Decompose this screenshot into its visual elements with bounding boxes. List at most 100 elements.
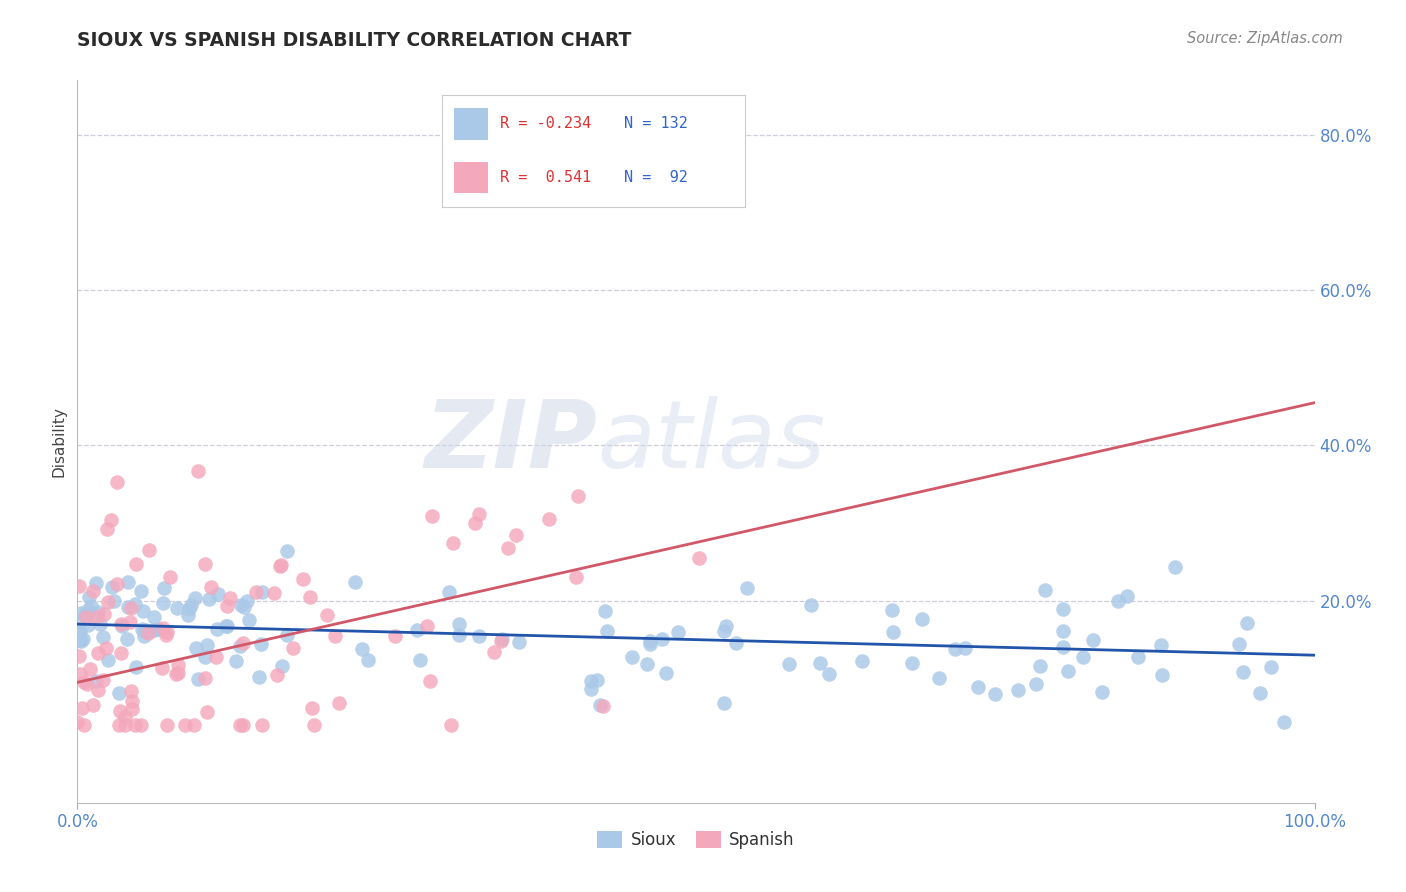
Point [118, 615, 141, 629]
Point [121, 694, 143, 708]
Point [276, 544, 298, 558]
Point [75, 606, 97, 620]
Point [186, 672, 208, 686]
Point [207, 587, 229, 601]
Point [595, 624, 617, 638]
Point [219, 591, 242, 605]
Point [1126, 649, 1149, 664]
Point [167, 657, 190, 672]
Point [943, 641, 966, 656]
Point [467, 508, 489, 522]
Point [269, 559, 291, 574]
Point [82, 583, 104, 598]
Point [91, 673, 114, 687]
Point [1029, 659, 1052, 673]
Point [419, 673, 441, 688]
Point [408, 652, 430, 666]
Point [114, 718, 136, 732]
Point [97, 652, 120, 666]
Point [579, 682, 602, 697]
Point [299, 590, 322, 604]
Point [439, 718, 461, 732]
Point [593, 604, 616, 618]
Point [70, 701, 93, 715]
Point [156, 718, 179, 732]
Point [1052, 640, 1074, 654]
Text: ZIP: ZIP [425, 395, 598, 488]
Point [86, 610, 108, 624]
Point [302, 718, 325, 732]
Point [77, 618, 100, 632]
Point [117, 599, 139, 614]
Point [1071, 650, 1094, 665]
Point [69, 666, 91, 681]
Point [215, 619, 238, 633]
Point [96, 522, 118, 536]
Point [735, 582, 758, 596]
Point [1033, 582, 1056, 597]
Point [270, 558, 292, 573]
Point [231, 599, 253, 613]
Point [72, 632, 94, 647]
Point [1249, 686, 1271, 700]
Point [505, 527, 527, 541]
Point [195, 705, 218, 719]
Point [232, 636, 254, 650]
Point [323, 629, 346, 643]
Point [620, 650, 643, 665]
Point [67, 624, 90, 638]
Point [105, 577, 128, 591]
Point [215, 599, 238, 614]
Point [67, 632, 90, 647]
Point [567, 489, 589, 503]
Point [266, 668, 288, 682]
Point [882, 603, 904, 617]
Point [928, 671, 950, 685]
Point [138, 543, 160, 558]
Point [129, 718, 152, 732]
Point [134, 624, 156, 639]
Point [437, 585, 460, 599]
Point [482, 645, 505, 659]
Point [1056, 665, 1078, 679]
Point [491, 632, 513, 647]
Point [247, 670, 270, 684]
Point [79, 662, 101, 676]
Point [110, 618, 132, 632]
Point [167, 665, 190, 680]
Point [1116, 589, 1139, 603]
Point [1164, 560, 1187, 574]
Point [271, 659, 294, 673]
Point [97, 594, 120, 608]
Point [464, 516, 486, 530]
Point [67, 615, 90, 629]
Text: Source: ZipAtlas.com: Source: ZipAtlas.com [1187, 31, 1343, 46]
Point [250, 718, 273, 732]
Point [420, 508, 443, 523]
Point [86, 673, 108, 688]
Point [87, 605, 110, 619]
Point [108, 704, 131, 718]
Point [120, 684, 142, 698]
Point [77, 602, 100, 616]
Point [232, 718, 254, 732]
Point [67, 649, 90, 664]
Point [564, 570, 586, 584]
Point [1091, 684, 1114, 698]
Point [180, 598, 202, 612]
Point [177, 602, 200, 616]
Point [73, 675, 96, 690]
Point [228, 639, 250, 653]
Point [152, 596, 174, 610]
Point [108, 718, 131, 732]
Point [292, 573, 315, 587]
Point [176, 608, 198, 623]
Point [184, 641, 207, 656]
Point [174, 718, 197, 732]
Point [153, 581, 176, 595]
Point [592, 698, 614, 713]
Point [441, 535, 464, 549]
Point [103, 594, 125, 608]
Point [416, 619, 439, 633]
Point [315, 607, 337, 622]
